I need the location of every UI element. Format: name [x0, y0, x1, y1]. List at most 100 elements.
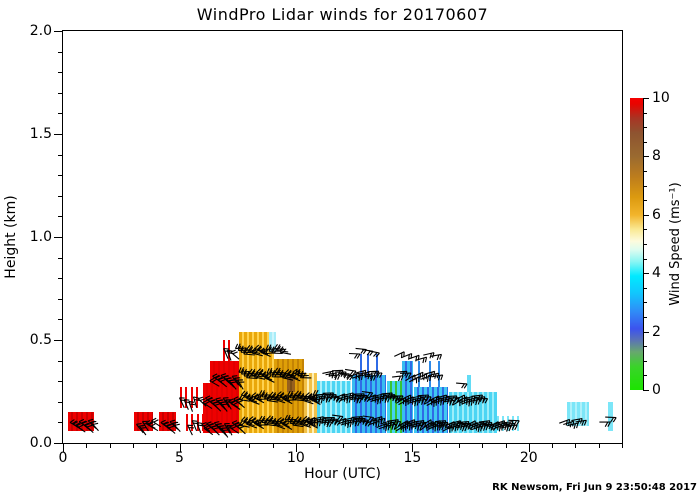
wind-barb [166, 423, 176, 434]
colorbar-label: Wind Speed (ms⁻¹) [668, 182, 683, 306]
wind-barb [271, 348, 283, 355]
x-minor-tick [575, 444, 577, 448]
wind-barb [408, 354, 420, 362]
wind-barb [476, 398, 489, 404]
wind-barb [192, 396, 200, 408]
wind-barb [279, 347, 292, 355]
wind-barb [138, 424, 147, 436]
wind-barb [284, 414, 297, 421]
y-minor-tick [58, 216, 62, 218]
wind-barb [240, 347, 252, 354]
data-patch [367, 354, 371, 375]
wind-barb [258, 370, 270, 379]
colorbar-major-tick [644, 156, 649, 158]
wind-barb [243, 349, 255, 356]
y-axis-label: Height (km) [3, 195, 19, 279]
x-tick-label: 5 [175, 450, 184, 466]
wind-barb [287, 391, 299, 397]
x-minor-tick [342, 444, 344, 448]
x-minor-tick [365, 444, 367, 448]
colorbar-axis-line [643, 98, 644, 391]
wind-barb [350, 397, 363, 404]
x-minor-tick [272, 444, 274, 448]
x-minor-tick [505, 444, 507, 448]
colorbar-minor-tick [644, 360, 647, 362]
y-tick-label: 2.0 [29, 23, 52, 39]
wind-barb [508, 419, 520, 426]
colorbar-major-tick [644, 273, 649, 275]
y-tick-label: 1.0 [29, 229, 52, 245]
colorbar-tick-label: 0 [652, 382, 661, 398]
data-patch [228, 340, 233, 361]
wind-barb [276, 345, 289, 353]
wind-barb [248, 368, 261, 376]
y-major-tick [54, 31, 62, 32]
colorbar-tick-label: 2 [652, 323, 661, 340]
x-minor-tick [249, 444, 251, 448]
wind-barb [456, 382, 468, 389]
y-tick-label: 1.5 [29, 126, 52, 142]
wind-barb [269, 417, 281, 425]
x-minor-tick [319, 444, 321, 448]
y-major-tick [54, 237, 62, 238]
wind-barb [203, 425, 214, 436]
y-minor-tick [58, 154, 62, 156]
wind-barb [368, 420, 380, 428]
wind-barb [320, 421, 333, 428]
wind-barb [248, 346, 261, 354]
colorbar-minor-tick [644, 287, 647, 289]
x-major-tick [63, 444, 64, 452]
x-tick-label: 10 [286, 450, 305, 466]
wind-barb [294, 368, 307, 375]
y-minor-tick [58, 298, 62, 300]
x-minor-tick [86, 444, 88, 448]
x-minor-tick [202, 444, 204, 448]
wind-barb [279, 418, 290, 428]
wind-barb [254, 344, 266, 353]
wind-barb [431, 374, 444, 381]
wind-barb [258, 415, 271, 422]
wind-barb [261, 372, 273, 381]
wind-barb [238, 367, 250, 373]
wind-barb [348, 352, 361, 359]
data-patch [67, 412, 95, 431]
y-minor-tick [58, 195, 62, 197]
y-tick-label: 0.5 [29, 332, 52, 348]
y-minor-tick [58, 72, 62, 74]
colorbar-minor-tick [644, 171, 647, 172]
wind-barb [75, 423, 86, 433]
y-minor-tick [58, 92, 62, 94]
x-major-tick [295, 444, 297, 452]
data-patch [375, 354, 380, 375]
data-patch [352, 375, 386, 433]
colorbar-minor-tick [644, 185, 647, 187]
wind-barb [243, 371, 256, 377]
colorbar-minor-tick [644, 244, 647, 245]
wind-barb [217, 377, 228, 388]
x-major-tick [412, 444, 414, 452]
wind-barb [188, 400, 195, 412]
wind-barb [84, 423, 94, 434]
wind-barb [575, 419, 587, 426]
wind-barb [237, 345, 250, 351]
data-patch [202, 383, 239, 433]
wind-barb [266, 415, 278, 423]
x-minor-tick [389, 444, 391, 448]
wind-barb [353, 393, 365, 399]
wind-barb [399, 372, 412, 379]
y-minor-tick [58, 175, 62, 177]
wind-barb [237, 379, 245, 390]
wind-barb [294, 416, 307, 424]
y-minor-tick [58, 401, 62, 403]
plot-title: WindPro Lidar winds for 20170607 [196, 5, 489, 24]
wind-barb [148, 422, 159, 432]
colorbar-minor-tick [644, 317, 647, 318]
wind-barb [268, 346, 280, 352]
colorbar-tick-label: 8 [652, 148, 661, 165]
wind-barb [282, 420, 293, 430]
wind-barb [228, 379, 237, 390]
wind-barb [230, 400, 241, 410]
wind-barb [289, 373, 301, 382]
wind-barb [234, 343, 247, 350]
y-major-tick [54, 443, 62, 444]
